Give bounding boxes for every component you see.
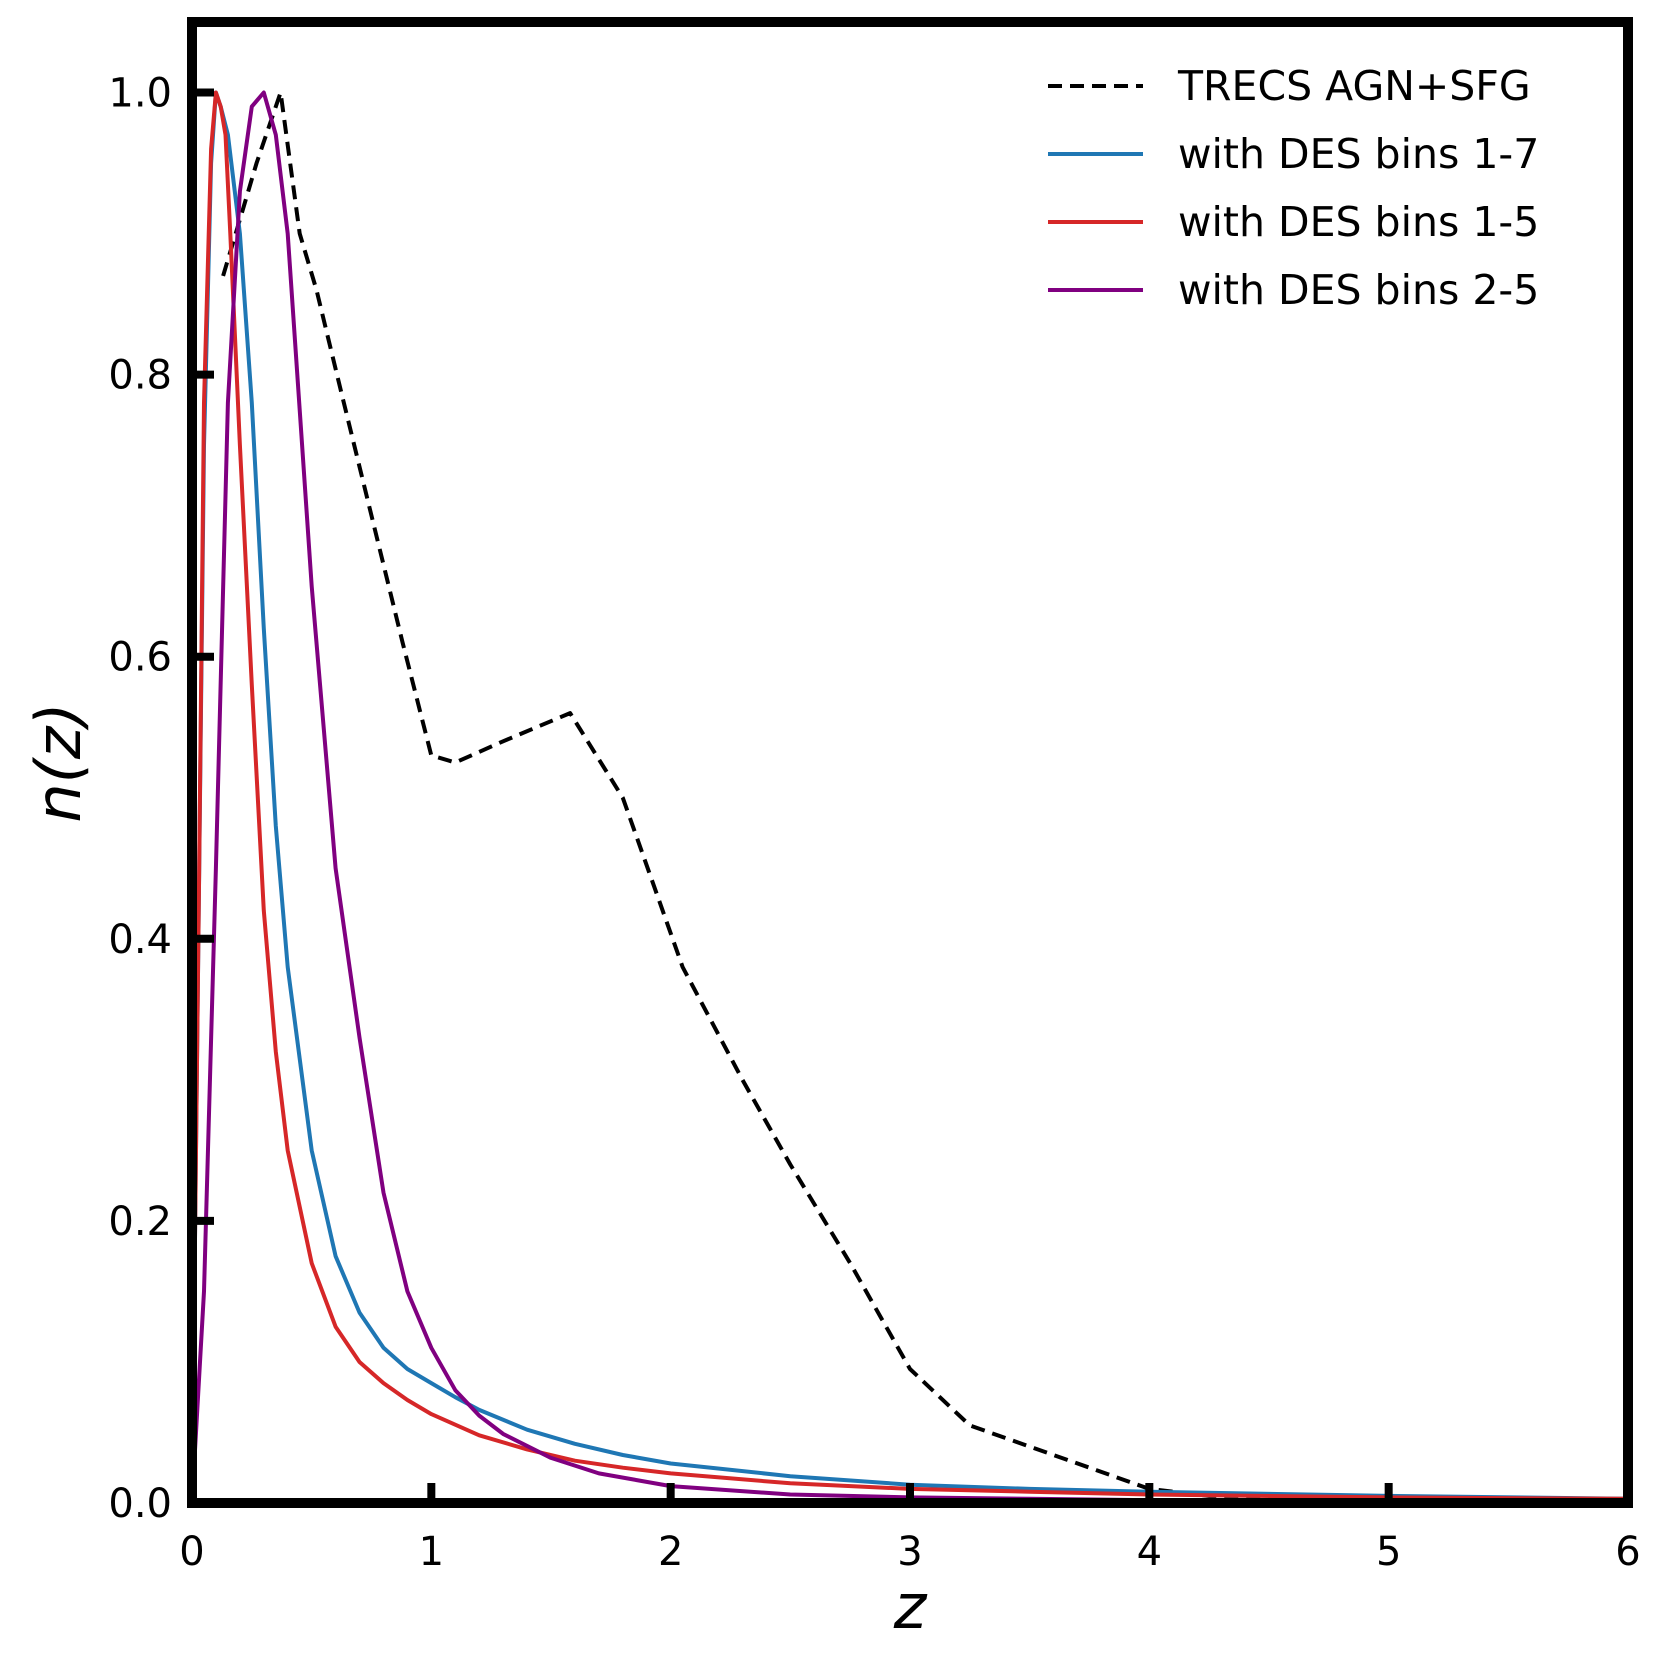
series-line-4	[192, 90, 1628, 1503]
legend-label-2: with DES bins 1-7	[1178, 130, 1539, 178]
x-tick-label: 3	[897, 1529, 922, 1575]
series-line-1	[221, 90, 1628, 1503]
x-tick-label: 5	[1376, 1529, 1401, 1575]
y-axis-label: n(z)	[22, 702, 95, 822]
y-tick-label: 1.0	[108, 71, 172, 117]
y-tick-label: 0.8	[108, 353, 172, 399]
y-tick-label: 0.4	[108, 917, 172, 963]
axis-ticks: 0 1 2 3 4 5 6 0.0 0.2 0.4 0.6 0.8 1.0	[108, 71, 1640, 1575]
legend-label-3: with DES bins 1-5	[1178, 198, 1539, 246]
y-tick-label: 0.2	[108, 1199, 172, 1245]
x-tick-label: 2	[658, 1529, 683, 1575]
legend-label-4: with DES bins 2-5	[1178, 266, 1539, 314]
legend-label-1: TRECS AGN+SFG	[1177, 62, 1531, 110]
x-tick-label: 0	[179, 1529, 204, 1575]
x-tick-label: 1	[419, 1529, 444, 1575]
series-line-3	[192, 90, 1628, 1503]
x-tick-label: 4	[1137, 1529, 1162, 1575]
x-axis-label: z	[893, 1570, 928, 1643]
legend: TRECS AGN+SFG with DES bins 1-7 with DES b…	[1048, 62, 1539, 314]
y-tick-label: 0.6	[108, 635, 172, 681]
y-tick-label: 0.0	[108, 1481, 172, 1527]
x-tick-label: 6	[1615, 1529, 1640, 1575]
series-lines	[192, 90, 1628, 1503]
